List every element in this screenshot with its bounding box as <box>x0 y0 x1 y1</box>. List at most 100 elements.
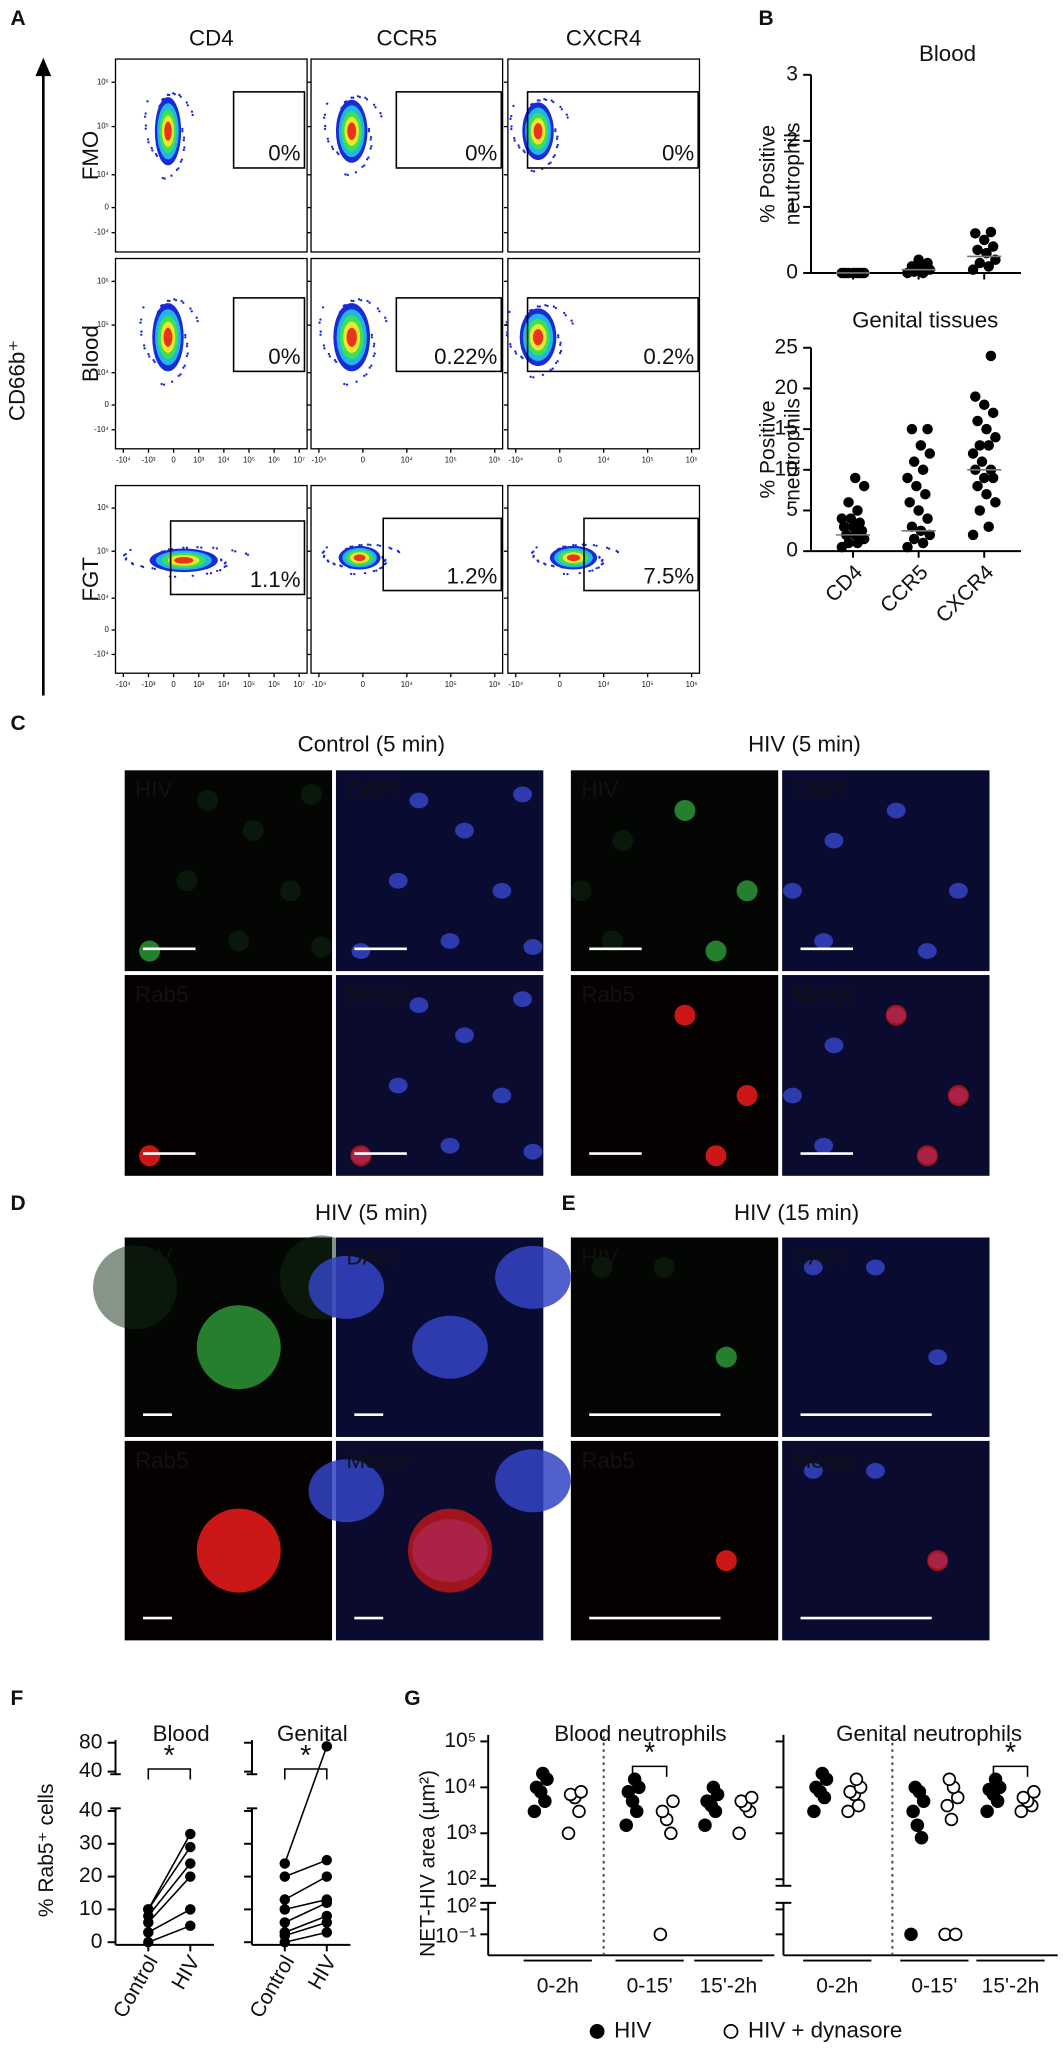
data-point <box>852 505 863 516</box>
flow-event <box>360 543 363 547</box>
flow-x-tick-label: -10⁴ <box>116 456 131 465</box>
data-point <box>908 533 920 545</box>
flow-y-tick-label: -10⁴ <box>94 650 109 659</box>
flow-event <box>162 383 166 386</box>
flow-event <box>374 106 377 109</box>
flow-event <box>324 124 327 128</box>
flow-event <box>555 137 559 140</box>
flow-event <box>330 145 334 148</box>
flow-y-tick-label: 10⁶ <box>97 77 109 86</box>
chart-title: Blood neutrophils <box>554 1721 726 1746</box>
chart-title: Genital <box>277 1721 348 1746</box>
data-point <box>143 1904 154 1915</box>
flow-event <box>538 99 541 102</box>
significance: * <box>300 1740 311 1772</box>
panel-label: F <box>11 1687 24 1710</box>
flow-event <box>372 345 376 348</box>
flow-event <box>536 99 540 102</box>
flow-event <box>367 130 371 133</box>
nucleus <box>803 1259 823 1276</box>
flow-event <box>544 563 547 566</box>
data-point <box>910 1818 925 1832</box>
data-point <box>321 1871 333 1882</box>
panel-label: A <box>11 7 26 30</box>
hiv-signal <box>705 940 727 962</box>
flow-event <box>359 299 363 302</box>
pair-line <box>284 1902 328 1924</box>
nucleus <box>886 802 906 819</box>
flow-event <box>597 566 600 569</box>
hiv-signal <box>570 880 592 902</box>
panel-title: HIV (5 min) <box>315 1200 428 1225</box>
flow-event <box>321 551 325 554</box>
y-axis-label: % Rab5⁺ cells <box>35 1784 58 1918</box>
flow-x-tick-label: 10⁶ <box>489 680 501 689</box>
flow-x-tick-label: 10⁴ <box>598 680 610 689</box>
data-point <box>321 1910 333 1922</box>
flow-event <box>151 567 154 570</box>
x-tick-label: Control <box>245 1952 299 2022</box>
data-point <box>838 521 850 533</box>
flow-event <box>549 368 552 372</box>
flow-x-tick-label: 0 <box>558 680 563 689</box>
data-point <box>572 1804 586 1819</box>
rab5-signal <box>408 1508 492 1593</box>
flow-event <box>323 347 326 350</box>
significance-bracket <box>631 1765 668 1777</box>
flow-event <box>551 367 554 370</box>
flow-event <box>231 549 234 552</box>
flow-event <box>538 305 541 308</box>
gate-percent: 0% <box>268 344 300 369</box>
flow-event <box>363 164 366 167</box>
nucleus <box>783 1087 802 1104</box>
data-point <box>908 1780 922 1795</box>
panel-label: C <box>11 712 26 735</box>
data-point <box>913 505 924 516</box>
flow-event <box>140 333 143 336</box>
flow-x-tick-label: 0 <box>171 456 176 465</box>
flow-event <box>183 146 186 149</box>
nucleus <box>523 1143 543 1160</box>
flow-event <box>363 571 367 575</box>
pair-line <box>284 1931 327 1943</box>
flow-event <box>148 355 151 358</box>
flow-event <box>529 375 532 379</box>
flow-event <box>396 549 400 553</box>
hiv-signal <box>197 789 219 811</box>
flow-event <box>523 150 526 154</box>
flow-event <box>186 352 189 355</box>
nucleus <box>388 1077 408 1094</box>
data-point <box>185 1828 196 1840</box>
significance-bracket <box>147 1768 192 1780</box>
x-tick-label: Control <box>109 1952 163 2022</box>
y-tick-label: 2 <box>786 128 798 151</box>
hiv-signal <box>653 1256 675 1278</box>
flow-event <box>350 96 353 99</box>
flow-x-tick-label: 0 <box>558 456 563 465</box>
gate <box>232 297 306 373</box>
data-point <box>972 480 983 492</box>
flow-event <box>592 544 596 547</box>
flow-event <box>556 135 559 138</box>
flow-y-tick-label: 10⁵ <box>97 122 109 131</box>
flow-y-tick-label: 10⁶ <box>97 503 109 512</box>
nucleus <box>351 943 371 959</box>
flow-x-tick-label: -10⁴ <box>116 680 131 689</box>
flow-event <box>140 565 143 568</box>
y-tick-label: 0 <box>786 261 798 284</box>
data-point <box>698 1818 712 1832</box>
flow-event <box>166 93 170 97</box>
flow-event <box>555 145 559 149</box>
flow-event <box>547 162 551 166</box>
flow-event <box>178 93 181 97</box>
data-point <box>858 480 870 492</box>
hiv-signal <box>93 1245 178 1330</box>
flow-event <box>566 572 569 576</box>
flow-event <box>182 139 185 142</box>
data-point <box>922 513 933 524</box>
gate-percent: 7.5% <box>643 563 694 588</box>
y-tick-label: 5 <box>786 498 798 521</box>
flow-event <box>376 307 380 310</box>
flow-event <box>578 571 581 575</box>
flow-y-tick-label: 10⁴ <box>97 368 109 377</box>
